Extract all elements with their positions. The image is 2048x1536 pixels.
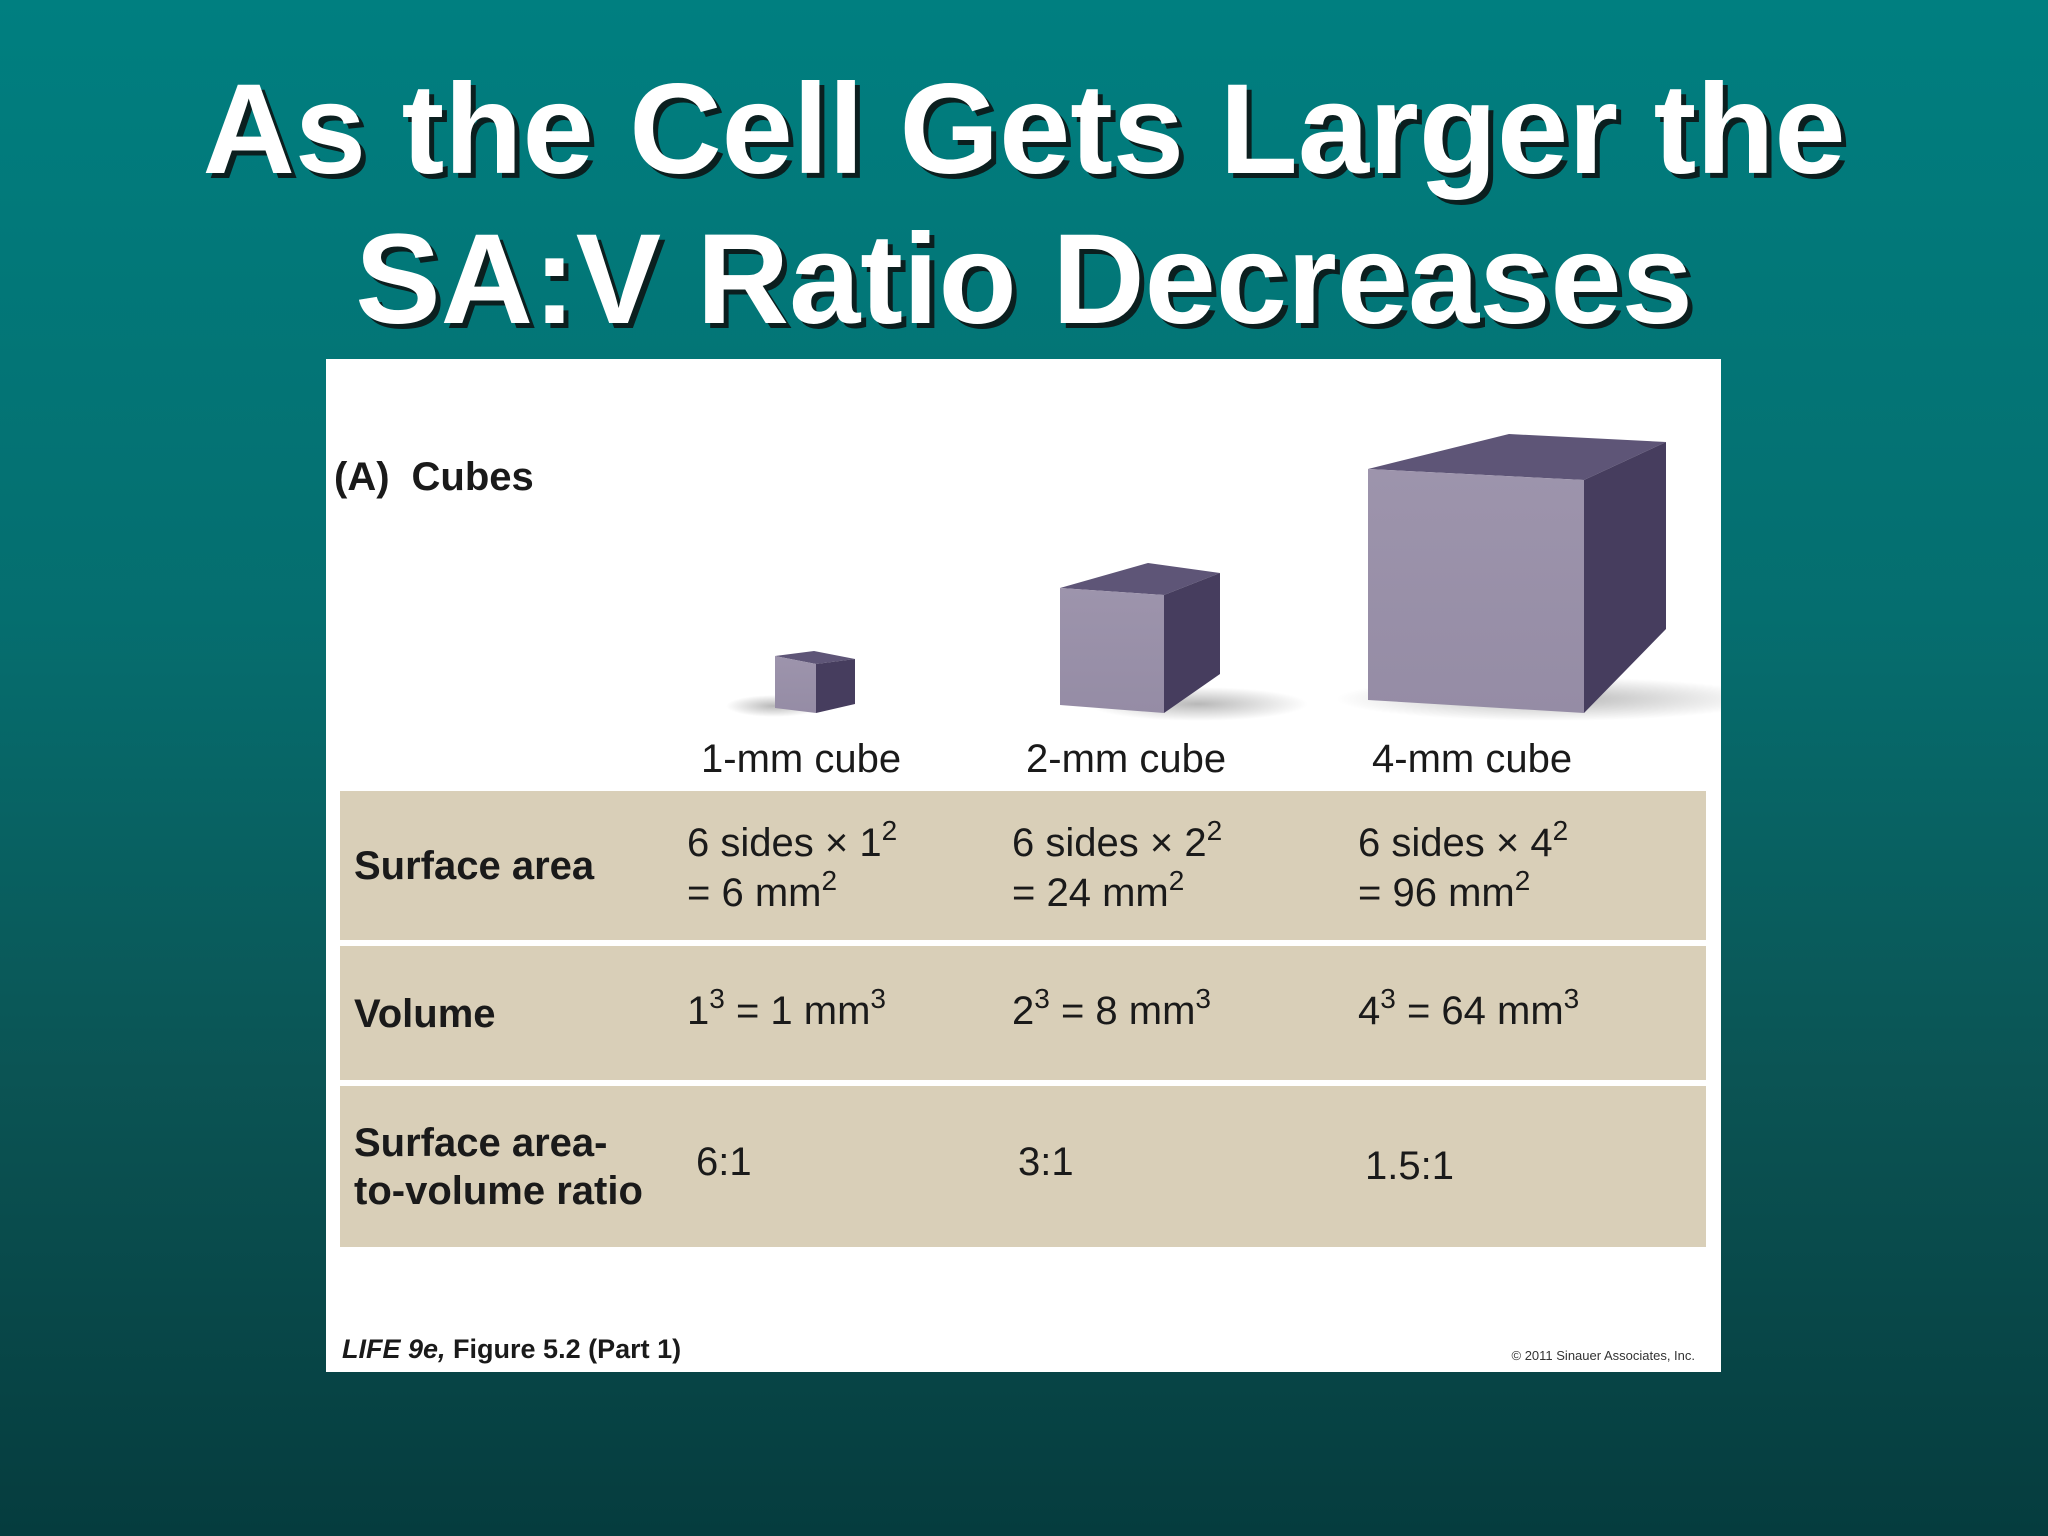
cube-4mm [1336, 434, 1721, 721]
surface-area-cell-4mm: 6 sides × 42 = 96 mm2 [1358, 815, 1569, 915]
table-row-volume: Volume 13 = 1 mm3 23 = 8 mm3 43 = 64 mm3 [340, 946, 1706, 1080]
surface-area-cell-1mm: 6 sides × 12 = 6 mm2 [687, 815, 898, 915]
figure-panel: (A) Cubes [326, 359, 1721, 1372]
table-row-ratio: Surface area- to-volume ratio 6:1 3:1 1.… [340, 1086, 1706, 1247]
row-label-volume: Volume [354, 992, 496, 1036]
panel-letter: (A) [334, 455, 390, 499]
ratio-cell-2mm: 3:1 [1018, 1140, 1074, 1184]
table-row-surface-area: Surface area 6 sides × 12 = 6 mm2 6 side… [340, 791, 1706, 940]
figure-reference: Figure 5.2 (Part 1) [453, 1334, 682, 1364]
volume-cell-1mm: 13 = 1 mm3 [687, 983, 886, 1033]
cube-label-2mm: 2-mm cube [1026, 737, 1227, 781]
book-title: LIFE 9e, [342, 1334, 446, 1364]
cube-label-1mm: 1-mm cube [701, 737, 902, 781]
volume-cell-2mm: 23 = 8 mm3 [1012, 983, 1211, 1033]
ratio-cell-1mm: 6:1 [696, 1140, 752, 1184]
volume-cell-4mm: 43 = 64 mm3 [1358, 983, 1580, 1033]
cubes-illustration [726, 434, 1721, 721]
panel-heading: (A) Cubes [334, 455, 534, 500]
slide-title: As the Cell Gets Larger the SA:V Ratio D… [0, 55, 2048, 355]
slide-title-line-2: SA:V Ratio Decreases [355, 208, 1693, 351]
copyright-notice: © 2011 Sinauer Associates, Inc. [1511, 1348, 1696, 1363]
cube-2mm [1060, 563, 1308, 721]
row-label-ratio: Surface area- to-volume ratio [354, 1121, 643, 1213]
surface-area-cell-2mm: 6 sides × 22 = 24 mm2 [1012, 815, 1223, 915]
row-label-surface-area: Surface area [354, 844, 595, 888]
slide-title-line-1: As the Cell Gets Larger the [202, 58, 1846, 201]
ratio-cell-4mm: 1.5:1 [1365, 1144, 1454, 1188]
figure-source: LIFE 9e, Figure 5.2 (Part 1) [342, 1334, 681, 1365]
panel-title: Cubes [411, 455, 534, 499]
cube-label-4mm: 4-mm cube [1372, 737, 1573, 781]
cube-1mm [726, 651, 855, 717]
